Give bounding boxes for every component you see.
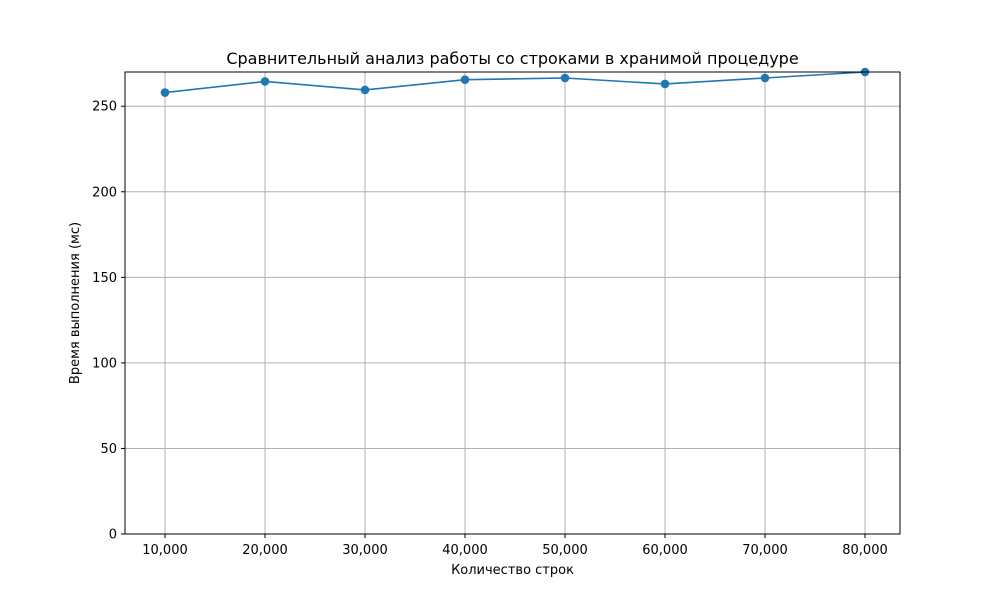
y-tick-label: 250: [92, 100, 117, 115]
data-point: [160, 88, 170, 97]
y-tick-label: 0: [109, 528, 117, 543]
x-tick-label: 50,000: [542, 543, 588, 558]
series-line: [164, 71, 866, 94]
y-tick-label: 200: [92, 185, 117, 200]
grid-layer: [125, 72, 900, 535]
plot-frame: [124, 71, 901, 535]
x-tick-label: 40,000: [442, 543, 488, 558]
y-tick-label: 150: [92, 271, 117, 286]
x-tick-label: 10,000: [142, 543, 188, 558]
x-tick-label: 70,000: [742, 543, 788, 558]
series-layer: [160, 67, 870, 97]
tick-layer: 10,000 20,000 30,000 40,000 50,000 60,000 70,0…: [92, 100, 888, 558]
x-axis-title: Количество строк: [451, 563, 574, 578]
y-axis-title: Время выполнения (мс): [68, 222, 83, 384]
data-point: [460, 75, 470, 84]
x-tick-label: 30,000: [342, 543, 388, 558]
x-tick-label: 80,000: [842, 543, 888, 558]
data-point: [760, 73, 770, 83]
data-point: [660, 79, 670, 89]
chart-title: Сравнительный анализ работы со строками …: [226, 49, 798, 68]
data-point: [260, 77, 270, 86]
data-point: [360, 85, 370, 95]
data-point: [560, 73, 570, 83]
y-tick-label: 100: [92, 356, 117, 371]
x-tick-label: 60,000: [642, 543, 688, 558]
x-tick-label: 20,000: [242, 543, 288, 558]
y-tick-label: 50: [100, 442, 117, 457]
